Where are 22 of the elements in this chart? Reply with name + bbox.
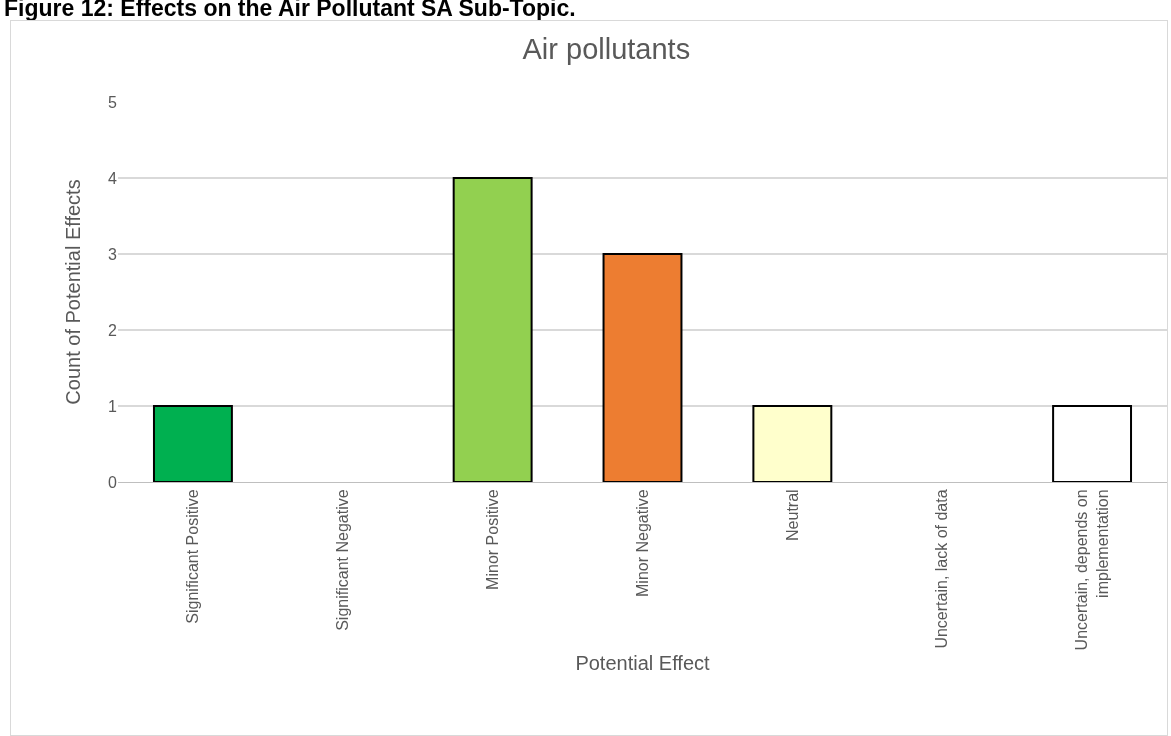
- caption: Figure 12: Effects on the Air Pollutant SA Sub-Topic.: [4, 0, 576, 22]
- bar: [752, 405, 833, 482]
- chart-title: Air pollutants: [522, 33, 691, 66]
- y-tick-label: 2: [108, 321, 118, 339]
- x-tick-label: Minor Negative: [633, 489, 651, 598]
- x-tick-label: Minor Positive: [483, 489, 501, 590]
- x-axis-title: Potential Effect: [575, 651, 711, 674]
- x-tick-label: Significant Positive: [184, 489, 202, 624]
- bar: [1052, 405, 1133, 482]
- bar: [602, 253, 683, 482]
- x-tick-label: Neutral: [783, 489, 801, 541]
- y-tick-label: 0: [108, 473, 118, 491]
- y-tick-label: 5: [108, 93, 118, 111]
- x-tick-label: Uncertain, lack of data: [933, 489, 951, 649]
- y-tick-label: 1: [108, 397, 118, 415]
- x-tick-label: Significant Negative: [333, 489, 351, 631]
- bar: [152, 405, 233, 482]
- bar: [452, 177, 533, 482]
- y-tick-label: 3: [108, 245, 118, 263]
- x-tick-label: Uncertain, depends on implementation: [1072, 489, 1111, 651]
- y-tick-label: 4: [108, 169, 118, 187]
- y-axis-title: Count of Potential Effects: [61, 179, 84, 405]
